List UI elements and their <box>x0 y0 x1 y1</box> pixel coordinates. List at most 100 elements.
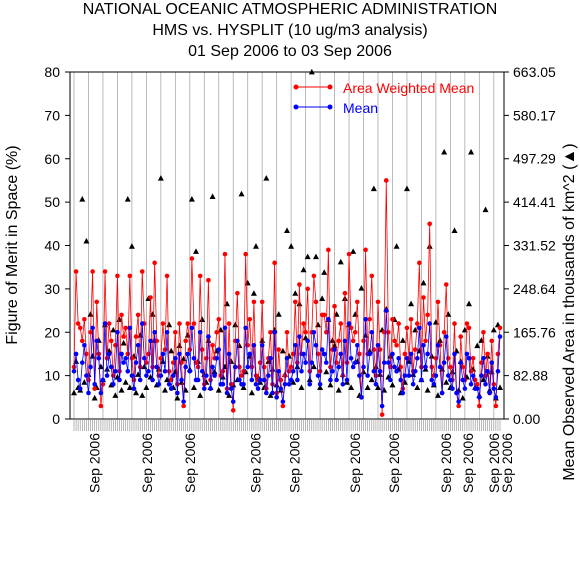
mean-point <box>84 373 89 378</box>
mean-point <box>129 373 135 378</box>
mean-point <box>491 386 497 391</box>
legend-awm-marker-left <box>293 84 299 90</box>
mean-point <box>297 334 302 339</box>
mean-point <box>313 342 319 348</box>
mean-point <box>307 382 313 387</box>
mean-point <box>179 377 184 383</box>
mean-point <box>139 321 145 326</box>
mean-point <box>282 382 288 387</box>
mean-point <box>400 390 406 396</box>
area-weighted-mean-point <box>96 351 102 357</box>
area-weighted-mean-point <box>435 299 441 305</box>
area-weighted-mean-point <box>121 334 126 339</box>
area-weighted-mean-point <box>123 325 128 331</box>
area-triangle-point <box>284 227 290 233</box>
mean-point <box>187 368 193 374</box>
mean-point <box>437 364 443 370</box>
area-weighted-mean-point <box>239 373 244 378</box>
area-triangle-point <box>337 258 344 265</box>
area-weighted-mean-point <box>419 364 424 370</box>
area-weighted-mean-point <box>251 299 257 305</box>
area-triangle-point <box>122 379 129 385</box>
mean-point <box>206 334 211 339</box>
area-triangle-point <box>335 387 342 393</box>
mean-point <box>363 316 368 322</box>
mean-point <box>154 364 160 370</box>
y-tick-label: 80 <box>44 64 60 80</box>
area-triangle-point <box>424 387 431 393</box>
area-triangle-point <box>304 253 311 260</box>
mean-point <box>75 377 81 383</box>
mean-point <box>131 386 137 391</box>
area-triangle-point <box>389 381 396 388</box>
area-weighted-mean-point <box>77 325 83 331</box>
area-triangle-point <box>166 321 173 328</box>
mean-point <box>386 360 391 365</box>
area-weighted-mean-point <box>243 251 248 257</box>
mean-point <box>427 321 432 326</box>
mean-point <box>94 338 100 344</box>
mean-point <box>98 390 104 396</box>
area-weighted-mean-point <box>408 316 414 322</box>
area-weighted-mean-point <box>181 403 186 409</box>
area-triangle-point <box>157 175 164 181</box>
area-triangle-point <box>364 384 371 390</box>
area-weighted-mean-point <box>257 360 263 365</box>
legend: Area Weighted Mean Mean <box>293 80 474 116</box>
area-triangle-point <box>327 381 334 388</box>
mean-point <box>175 390 180 396</box>
area-weighted-mean-point <box>261 364 267 370</box>
area-weighted-mean-point <box>342 290 348 296</box>
area-triangle-point <box>490 326 497 333</box>
mean-point <box>338 351 344 357</box>
mean-point <box>303 360 308 365</box>
y2-axis-label: Mean Observed Area in thousands of km^2 … <box>561 143 578 480</box>
y-axis-label: Figure of Merit in Space (%) <box>4 145 21 344</box>
area-triangle-point <box>232 321 239 328</box>
area-weighted-mean-point <box>421 295 426 300</box>
mean-point <box>292 342 298 348</box>
area-triangle-point <box>224 300 231 307</box>
mean-point <box>195 377 201 383</box>
area-weighted-mean-point <box>282 373 288 378</box>
area-triangle-point <box>252 243 259 249</box>
mean-point <box>133 360 139 365</box>
area-weighted-mean-point <box>394 342 399 348</box>
area-triangle-point <box>164 376 171 383</box>
mean-point <box>377 368 383 374</box>
area-weighted-mean-point <box>106 321 112 326</box>
area-triangle-point <box>290 379 297 385</box>
mean-point <box>214 355 219 361</box>
area-weighted-mean-point <box>210 342 215 348</box>
area-triangle-point <box>87 311 94 317</box>
mean-point <box>474 386 480 391</box>
area-weighted-mean-point <box>191 321 197 326</box>
area-triangle-point <box>126 384 133 390</box>
x-tick-label: Sep 2006 <box>486 433 502 493</box>
area-weighted-mean-point <box>344 360 350 365</box>
area-triangle-point <box>79 195 86 202</box>
area-triangle-point <box>199 316 206 322</box>
area-weighted-mean-point <box>92 386 97 391</box>
y2-tick-label: 331.52 <box>513 238 556 254</box>
mean-point <box>328 377 333 383</box>
area-weighted-mean-point <box>369 273 375 279</box>
mean-point <box>106 351 112 357</box>
area-weighted-mean-point <box>495 351 501 357</box>
mean-point <box>183 364 188 370</box>
area-weighted-mean-point <box>214 329 219 335</box>
mean-point <box>121 360 126 365</box>
chart-title-line-3: 01 Sep 2006 to 03 Sep 2006 <box>188 43 392 60</box>
area-triangle-point <box>91 394 98 401</box>
mean-point <box>90 325 95 331</box>
area-triangle-point <box>329 337 336 343</box>
vertical-gridlines <box>73 72 495 419</box>
area-weighted-mean-point <box>361 338 366 344</box>
y2-tick-label: 82.88 <box>513 368 548 384</box>
area-triangle-point <box>292 290 299 296</box>
mean-point <box>135 342 141 348</box>
x-tick-label: Sep 2006 <box>438 433 454 493</box>
area-weighted-mean-point <box>336 338 341 344</box>
mean-point <box>115 329 120 335</box>
area-triangle-point <box>244 279 251 286</box>
